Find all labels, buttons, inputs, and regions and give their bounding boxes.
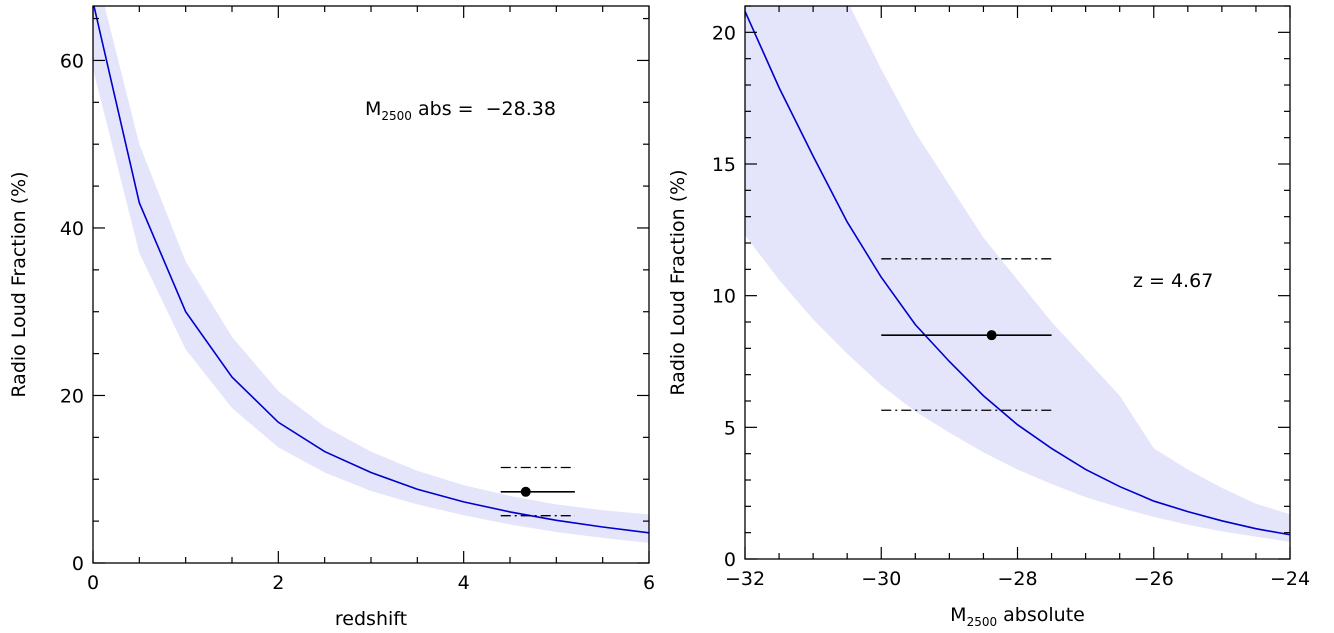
x-axis-label: redshift bbox=[335, 608, 407, 630]
plot-area bbox=[93, 6, 649, 543]
x-tick-label: −32 bbox=[725, 568, 765, 590]
x-tick-label: 0 bbox=[87, 572, 99, 594]
x-tick-label: 4 bbox=[458, 572, 470, 594]
data-point bbox=[986, 330, 997, 341]
y-tick-label: 40 bbox=[60, 218, 84, 240]
x-tick-label: 2 bbox=[272, 572, 284, 594]
y-tick-label: 20 bbox=[712, 22, 736, 44]
plot-area bbox=[745, 6, 1290, 542]
x-axis-label: M2500 absolute bbox=[950, 604, 1085, 629]
annotation: M2500 abs = −28.38 bbox=[365, 98, 556, 123]
uncertainty-band bbox=[93, 6, 649, 543]
x-tick-label: −30 bbox=[861, 568, 901, 590]
x-tick-label: −26 bbox=[1134, 568, 1174, 590]
y-tick-label: 20 bbox=[60, 385, 84, 407]
annotation-sub: 2500 bbox=[381, 109, 412, 123]
x-axis-label-main: M bbox=[950, 604, 966, 626]
model-curve bbox=[745, 10, 1290, 536]
uncertainty-band bbox=[745, 6, 1290, 542]
annotation-tail: abs = −28.38 bbox=[412, 98, 556, 120]
y-axis-label: Radio Loud Fraction (%) bbox=[667, 169, 689, 395]
y-tick-label: 15 bbox=[712, 154, 736, 176]
y-tick-label: 5 bbox=[724, 417, 736, 439]
x-axis-label-sub: 2500 bbox=[967, 615, 998, 629]
y-axis-label: Radio Loud Fraction (%) bbox=[8, 171, 30, 397]
data-point bbox=[520, 486, 531, 497]
annotation-main: M bbox=[365, 98, 381, 120]
model-curve bbox=[93, 6, 649, 534]
annotation: z = 4.67 bbox=[1133, 270, 1213, 292]
y-tick-label: 60 bbox=[60, 50, 84, 72]
y-tick-label: 0 bbox=[72, 553, 84, 575]
x-tick-label: 6 bbox=[643, 572, 655, 594]
x-tick-label: −28 bbox=[997, 568, 1037, 590]
x-tick-label: −24 bbox=[1270, 568, 1310, 590]
annotation-main: z = 4.67 bbox=[1133, 270, 1213, 292]
y-tick-label: 10 bbox=[712, 286, 736, 308]
x-axis-label-tail: absolute bbox=[997, 604, 1085, 626]
panel: −32 −30 −28 −26 −24 0 5 10 15 20 M2500 absolute Rad… bbox=[667, 5, 1310, 629]
y-tick-label: 0 bbox=[724, 549, 736, 571]
